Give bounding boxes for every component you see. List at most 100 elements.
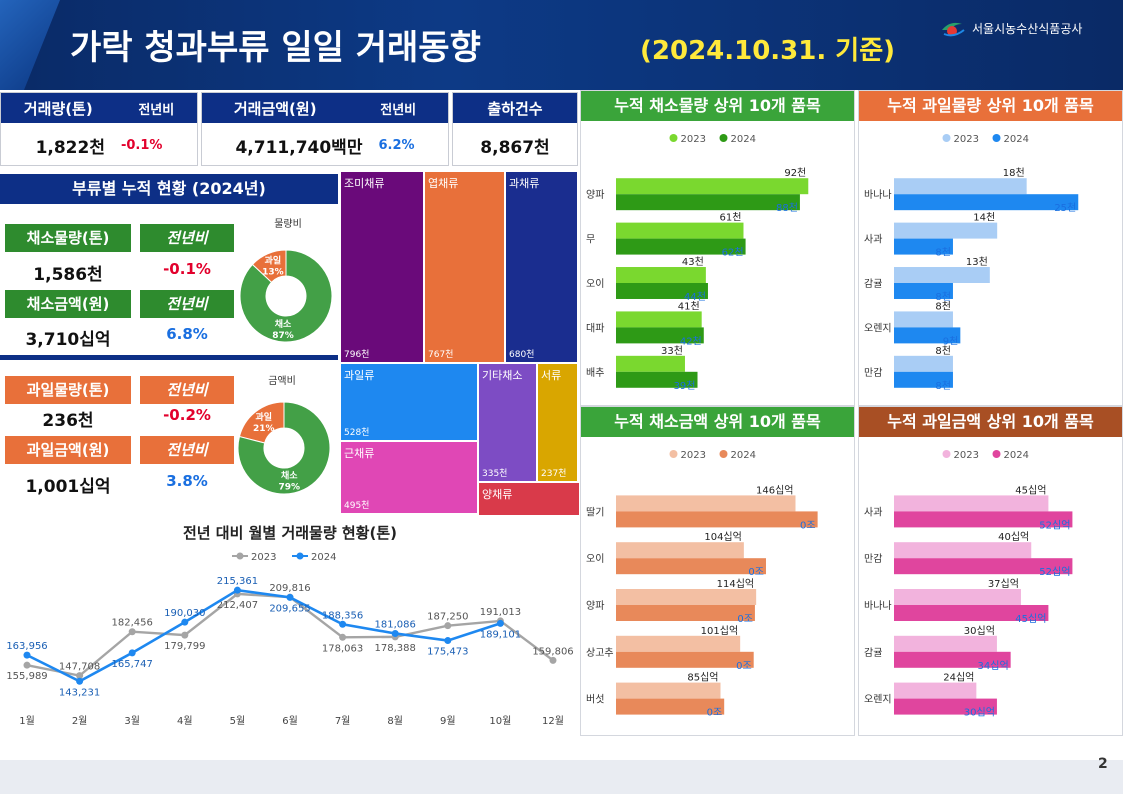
donut-veg-pct: 79% [278,483,300,493]
bar-2023 [894,355,953,372]
bar-2023 [616,311,702,328]
veg-volume-label: 채소물량(톤) [5,224,131,252]
category-label: 사과 [864,234,882,246]
donut-fruit-label: 과일 [255,411,272,423]
data-label: 209,816 [269,583,310,594]
bar-value-label: 30십억 [964,625,995,637]
series-line-2024 [26,588,501,683]
legend-marker [669,450,678,458]
treemap-cell: 양채류 [479,483,579,515]
x-tick-label: 3월 [124,715,140,727]
bar-2024 [616,283,708,299]
veg-amount-value: 3,710십억 [25,330,111,350]
data-label: 178,063 [322,643,363,654]
kpi-volume-value: 1,822천 [35,137,105,158]
category-label: 버섯 [586,694,604,706]
bar-2023 [616,682,721,699]
treemap-cell: 엽채류 767천 [425,172,504,362]
treemap-cell-label: 서류 [541,369,562,382]
category-summary-title: 부류별 누적 현황 (2024년) [72,179,266,198]
treemap-cell: 서류 237천 [538,364,577,481]
veg-amount-yoy-label: 전년비 [140,290,234,318]
bar-2023 [616,495,796,512]
treemap-cell-label: 과일류 [344,369,375,382]
data-label: 143,231 [59,687,100,698]
fruit-amount-yoy: 3.8% [166,472,208,490]
bar-2024 [894,698,997,715]
data-point [286,593,294,601]
fruit-volume-yoy: -0.2% [163,406,211,424]
bar-value-label: 43천 [682,256,704,268]
treemap-cell-label: 과채류 [509,177,540,190]
treemap-cell-label: 근채류 [344,447,375,460]
category-treemap: 조미채류 796천 엽채류 767천 과채류 680천 과일류 528천 근채류 495천 기타채소… [341,172,579,515]
veg-volume-panel-title: 누적 채소물량 상위 10개 품목 [581,91,854,121]
donut-fruit-label: 과일 [265,255,282,267]
bar-2023 [616,222,744,239]
legend-marker [669,134,678,142]
bar-2023 [894,222,998,239]
data-point [23,661,31,669]
data-point [233,586,241,594]
fruit-amount-yoy-label: 전년비 [140,436,234,464]
data-label: 159,806 [532,646,573,657]
veg-volume-yoy: -0.1% [163,260,211,278]
legend-label: 2023 [681,450,706,461]
bar-value-label: 39천 [674,380,696,392]
bar-value-label: 0조 [737,614,753,625]
bar-2024 [616,558,766,575]
bar-2024 [616,238,746,255]
x-tick-label: 9월 [440,715,456,727]
x-tick-label: 2월 [72,715,88,727]
legend-label: 2024 [1004,134,1029,145]
bar-2024 [894,371,953,388]
category-label: 오이 [586,278,604,290]
fruit-amount-label: 과일금액(원) [5,436,131,464]
bar-2023 [894,178,1027,195]
bar-2023 [894,589,1021,605]
legend-label: 2023 [954,450,979,461]
data-label: 179,799 [164,641,205,652]
kpi-amount-card: 거래금액(원) 전년비 4,711,740백만 6.2% [201,92,449,166]
bar-value-label: 25천 [1054,202,1076,214]
treemap-cell-value: 796천 [344,350,370,360]
bar-2024 [894,558,1073,575]
category-label: 상고추 [586,647,614,659]
bar-value-label: 0조 [707,708,723,719]
x-tick-label: 6월 [282,715,298,727]
legend-marker [992,450,1001,458]
donut-fruit-pct: 13% [262,268,284,278]
bar-2023 [894,682,977,699]
bar-2023 [616,589,757,605]
fruit-volume-panel-title: 누적 과일물량 상위 10개 품목 [859,91,1122,121]
donut-veg-slice [237,401,331,495]
category-label: 만감 [864,553,882,565]
data-point [444,637,452,645]
bar-2024 [616,194,800,211]
donut-veg-label: 채소 [281,470,298,482]
legend-label: 2024 [731,450,756,461]
data-point [181,618,189,626]
donut-amount-title: 금액비 [268,376,296,387]
data-point [496,619,504,627]
data-point [128,649,136,657]
bar-value-label: 24십억 [943,672,974,684]
kpi-amount-yoy-label: 전년비 [380,102,417,118]
treemap-cell-label: 조미채류 [344,177,385,190]
bar-value-label: 9천 [943,335,959,347]
bar-value-label: 0조 [736,661,752,672]
kpi-volume-header: 거래량(톤) 전년비 [1,93,197,123]
data-label: 175,473 [427,647,468,658]
org-logo-icon [942,22,965,37]
x-tick-label: 8월 [387,715,403,727]
donut-veg-slice [239,249,333,343]
data-point [181,631,189,639]
legend-label: 2024 [311,552,336,563]
x-tick-label: 5월 [230,715,246,727]
legend-marker [942,450,951,458]
fruit-amount-panel-title: 누적 과일금액 상위 10개 품목 [859,407,1122,437]
data-label: 189,101 [480,629,521,640]
category-label: 사과 [864,506,882,518]
